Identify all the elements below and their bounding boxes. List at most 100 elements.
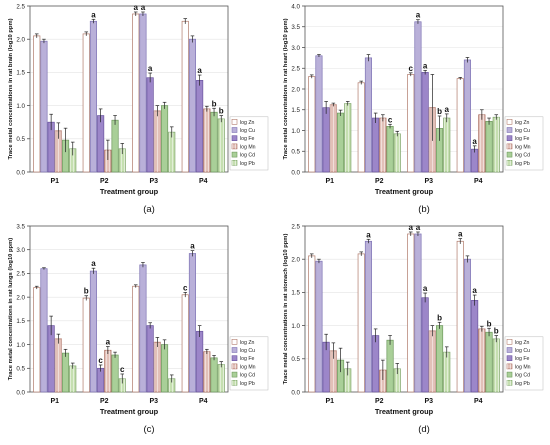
legend-label: log Fe — [240, 136, 255, 142]
y-tick-label: 1.0 — [291, 128, 300, 135]
x-axis-label: Treatment group — [375, 187, 434, 196]
legend-swatch-hatch — [507, 364, 512, 369]
legend: log Zn log Cu log Fe log Mn log Cd log Pb — [505, 117, 543, 170]
bar-hatch — [479, 115, 485, 172]
legend-swatch-hatch — [507, 380, 512, 385]
legend-label: log Zn — [240, 340, 255, 346]
x-axis-label: Treatment group — [100, 187, 159, 196]
legend-swatch — [232, 128, 237, 133]
panel-label: (d) — [418, 424, 430, 435]
bar-log-fe — [97, 116, 103, 172]
bar-log-fe — [323, 108, 329, 172]
bar-log-fe — [48, 326, 54, 392]
significance-letter: c — [409, 64, 414, 73]
bar-log-zn — [408, 234, 414, 392]
legend-label: log Cu — [240, 128, 255, 134]
significance-letter: c — [98, 356, 103, 365]
bar-hatch — [479, 329, 485, 392]
legend-label: log Cu — [515, 128, 530, 134]
y-tick-label: 4.0 — [291, 3, 300, 10]
bar-log-cd — [387, 126, 393, 172]
significance-letter: a — [197, 66, 202, 75]
legend-label: log Pb — [515, 381, 530, 387]
legend-label: log Mn — [515, 364, 531, 370]
y-tick-label: 0.5 — [291, 149, 300, 156]
significance-letter: b — [219, 107, 224, 116]
bar-log-fe — [372, 336, 378, 392]
significance-letter: a — [366, 230, 371, 239]
bar-log-zn — [457, 241, 463, 392]
legend-swatch — [507, 356, 512, 361]
x-tick-label: P2 — [375, 178, 384, 185]
legend-label: log Pb — [240, 161, 255, 167]
y-tick-label: 1.0 — [291, 323, 300, 330]
bar-log-zn — [182, 295, 188, 392]
bar-log-fe — [147, 326, 153, 392]
bar-log-fe — [196, 80, 202, 172]
significance-letter: b — [437, 313, 442, 322]
bar-log-zn — [309, 256, 315, 392]
x-tick-label: P1 — [325, 398, 334, 405]
significance-letter: a — [190, 242, 195, 251]
bar-log-cu — [464, 60, 470, 172]
legend-swatch — [232, 372, 237, 377]
significance-letter: a — [106, 337, 111, 346]
y-tick-label: 0.0 — [291, 389, 300, 396]
x-tick-label: P3 — [149, 178, 158, 185]
x-tick-label: P2 — [100, 398, 109, 405]
bar-log-cu — [41, 269, 47, 392]
legend-swatch — [232, 152, 237, 157]
bar-log-zn — [34, 36, 40, 172]
legend-swatch — [232, 119, 237, 124]
legend-swatch — [507, 128, 512, 133]
legend-label: log Mn — [515, 144, 531, 150]
bar-log-zn — [457, 79, 463, 172]
bar-log-cu — [90, 21, 96, 172]
y-tick-label: 2.0 — [291, 257, 300, 264]
bar-log-zn — [83, 298, 89, 392]
bar-hatch — [218, 364, 224, 392]
y-tick-label: 1.5 — [291, 107, 300, 114]
legend-label: log Mn — [240, 144, 256, 150]
bar-log-fe — [196, 331, 202, 392]
significance-letter: a — [458, 230, 463, 239]
chart-panel-4: 0.00.51.01.52.02.5P1aP2a aabP3aabbP4Treat… — [283, 223, 543, 435]
significance-letter: a — [472, 286, 477, 295]
y-tick-label: 2.5 — [291, 223, 300, 230]
x-tick-label: P3 — [424, 178, 433, 185]
bar-hatch — [330, 105, 336, 172]
bar-log-cu — [316, 56, 322, 172]
bar-hatch — [218, 119, 224, 172]
bar-log-cu — [140, 14, 146, 172]
significance-letter: c — [388, 115, 393, 124]
bar-log-cu — [90, 271, 96, 392]
significance-letter: a — [134, 3, 139, 12]
x-axis-label: Treatment group — [375, 407, 434, 416]
bar-hatch — [493, 117, 499, 172]
y-axis-label: Trace metal concentrations in rat stomac… — [283, 234, 289, 385]
bar-log-cu — [415, 234, 421, 392]
legend-label: log Zn — [240, 120, 255, 126]
legend-swatch-hatch — [232, 380, 237, 385]
y-tick-label: 0.0 — [16, 389, 25, 396]
y-tick-label: 3.5 — [16, 223, 25, 230]
legend-swatch — [232, 136, 237, 141]
x-tick-label: P4 — [474, 178, 483, 185]
legend-label: log Cd — [240, 153, 255, 159]
bar-log-fe — [147, 78, 153, 172]
y-tick-label: 0.5 — [291, 356, 300, 363]
legend-label: log Cd — [240, 373, 255, 379]
bar-log-zn — [34, 288, 40, 392]
x-tick-label: P1 — [50, 178, 59, 185]
legend-swatch-hatch — [507, 160, 512, 165]
legend-label: log Zn — [515, 340, 530, 346]
bar-log-fe — [422, 298, 428, 392]
legend-swatch-hatch — [232, 160, 237, 165]
bar-hatch — [55, 339, 61, 392]
legend-swatch — [507, 372, 512, 377]
bar-log-cu — [41, 41, 47, 172]
x-tick-label: P3 — [149, 398, 158, 405]
